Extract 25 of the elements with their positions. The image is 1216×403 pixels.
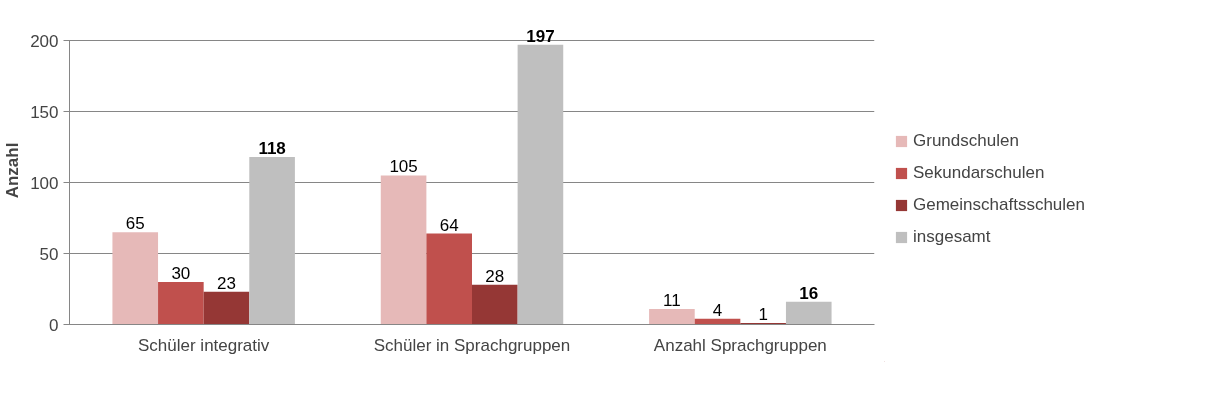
legend-label: Grundschulen	[913, 130, 1019, 151]
data-label: 118	[258, 138, 286, 158]
legend-label: Gemeinschaftsschulen	[913, 194, 1085, 215]
x-tick-label: Schüler integrativ	[138, 335, 270, 355]
y-tick-label: 50	[39, 244, 59, 264]
data-label: 16	[799, 283, 819, 303]
y-axis-title: Anzahl	[3, 142, 23, 199]
data-label: 23	[217, 273, 236, 293]
data-label: 105	[389, 157, 418, 177]
data-label: 64	[439, 215, 459, 235]
data-label: 30	[171, 263, 191, 283]
legend-label: insgesamt	[913, 226, 991, 247]
y-tick-label: 200	[30, 31, 59, 51]
data-label: 4	[712, 300, 723, 320]
data-label: 1	[758, 305, 768, 325]
data-label: 28	[485, 266, 505, 286]
data-label: 11	[663, 290, 681, 310]
y-tick-label: 100	[30, 173, 59, 193]
x-tick-label: Schüler in Sprachgruppen	[373, 335, 571, 355]
y-tick-label: 150	[30, 102, 59, 122]
data-label: 65	[125, 214, 145, 234]
x-tick-label: Anzahl Sprachgruppen	[653, 335, 827, 355]
legend-label: Sekundarschulen	[913, 162, 1045, 183]
data-label: 197	[526, 26, 555, 46]
y-tick-label: 0	[49, 315, 59, 335]
